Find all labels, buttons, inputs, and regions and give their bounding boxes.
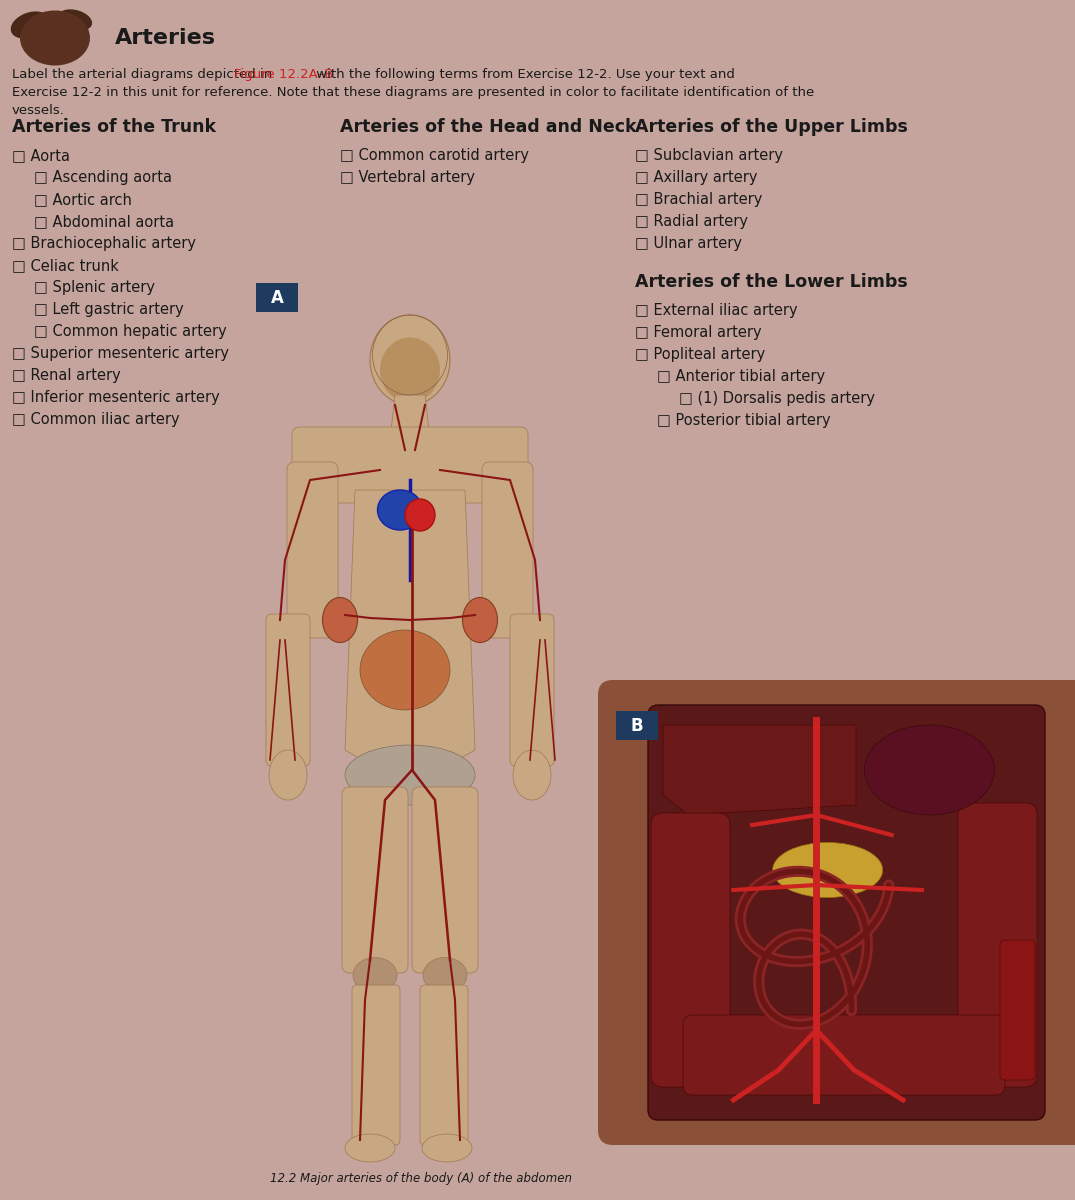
FancyBboxPatch shape: [616, 710, 658, 740]
Ellipse shape: [422, 958, 467, 992]
Text: □ Left gastric artery: □ Left gastric artery: [34, 301, 184, 317]
Text: A: A: [271, 289, 284, 307]
Text: Arteries of the Lower Limbs: Arteries of the Lower Limbs: [635, 274, 907, 292]
Text: Figure 12.2A–B: Figure 12.2A–B: [234, 68, 333, 80]
Ellipse shape: [322, 598, 358, 642]
FancyBboxPatch shape: [412, 787, 478, 973]
Text: □ Posterior tibial artery: □ Posterior tibial artery: [657, 413, 831, 427]
Text: 12.2 Major arteries of the body (A) of the abdomen: 12.2 Major arteries of the body (A) of t…: [270, 1172, 572, 1186]
Ellipse shape: [379, 337, 440, 402]
Text: □ Vertebral artery: □ Vertebral artery: [340, 169, 475, 185]
Text: vessels.: vessels.: [12, 104, 64, 116]
Ellipse shape: [269, 750, 307, 800]
Text: □ Aorta: □ Aorta: [12, 148, 70, 163]
FancyBboxPatch shape: [256, 283, 298, 312]
Ellipse shape: [422, 1134, 472, 1162]
Text: Label the arterial diagrams depicted in: Label the arterial diagrams depicted in: [12, 68, 276, 80]
FancyBboxPatch shape: [287, 462, 338, 638]
Text: Arteries of the Head and Neck: Arteries of the Head and Neck: [340, 118, 636, 136]
Text: □ Abdominal aorta: □ Abdominal aorta: [34, 214, 174, 229]
Ellipse shape: [405, 499, 435, 530]
Text: Arteries of the Upper Limbs: Arteries of the Upper Limbs: [635, 118, 908, 136]
Text: □ External iliac artery: □ External iliac artery: [635, 302, 798, 318]
Ellipse shape: [20, 11, 90, 66]
Text: □ Radial artery: □ Radial artery: [635, 214, 748, 229]
FancyBboxPatch shape: [292, 427, 528, 503]
Polygon shape: [345, 490, 475, 770]
Polygon shape: [663, 725, 856, 815]
Ellipse shape: [370, 314, 450, 404]
Text: □ Axillary artery: □ Axillary artery: [635, 169, 758, 185]
Text: □ Celiac trunk: □ Celiac trunk: [12, 258, 119, 272]
FancyBboxPatch shape: [958, 803, 1037, 1087]
Text: □ Anterior tibial artery: □ Anterior tibial artery: [657, 368, 826, 384]
Ellipse shape: [345, 745, 475, 805]
Text: □ Ulnar artery: □ Ulnar artery: [635, 235, 742, 251]
Text: □ Common hepatic artery: □ Common hepatic artery: [34, 324, 227, 338]
Text: □ Femoral artery: □ Femoral artery: [635, 325, 761, 340]
Ellipse shape: [377, 490, 422, 530]
FancyBboxPatch shape: [352, 985, 400, 1145]
FancyBboxPatch shape: [648, 704, 1045, 1120]
FancyBboxPatch shape: [651, 814, 730, 1087]
Text: □ Aortic arch: □ Aortic arch: [34, 192, 132, 206]
FancyBboxPatch shape: [683, 1015, 1005, 1094]
Text: Arteries of the Trunk: Arteries of the Trunk: [12, 118, 216, 136]
Ellipse shape: [360, 630, 450, 710]
Text: Exercise 12-2 in this unit for reference. Note that these diagrams are presented: Exercise 12-2 in this unit for reference…: [12, 86, 814, 98]
Ellipse shape: [353, 958, 397, 992]
Ellipse shape: [462, 598, 498, 642]
Ellipse shape: [773, 842, 883, 898]
Text: B: B: [631, 716, 643, 734]
Polygon shape: [390, 395, 430, 440]
FancyBboxPatch shape: [482, 462, 533, 638]
Text: □ Common carotid artery: □ Common carotid artery: [340, 148, 529, 163]
Text: □ (1) Dorsalis pedis artery: □ (1) Dorsalis pedis artery: [679, 391, 875, 406]
Ellipse shape: [864, 725, 994, 815]
Text: with the following terms from Exercise 12-2. Use your text and: with the following terms from Exercise 1…: [312, 68, 734, 80]
FancyBboxPatch shape: [342, 787, 408, 973]
Text: □ Popliteal artery: □ Popliteal artery: [635, 347, 765, 361]
Text: □ Brachiocephalic artery: □ Brachiocephalic artery: [12, 235, 196, 251]
Text: □ Ascending aorta: □ Ascending aorta: [34, 169, 172, 185]
Ellipse shape: [11, 12, 49, 38]
Text: □ Splenic artery: □ Splenic artery: [34, 280, 155, 295]
Text: □ Common iliac artery: □ Common iliac artery: [12, 412, 180, 427]
Ellipse shape: [58, 10, 92, 31]
Text: Arteries: Arteries: [115, 28, 216, 48]
FancyBboxPatch shape: [1000, 940, 1035, 1080]
Text: □ Subclavian artery: □ Subclavian artery: [635, 148, 783, 163]
FancyBboxPatch shape: [510, 614, 554, 766]
Text: □ Brachial artery: □ Brachial artery: [635, 192, 762, 206]
FancyBboxPatch shape: [598, 680, 1075, 1145]
Text: □ Inferior mesenteric artery: □ Inferior mesenteric artery: [12, 390, 219, 404]
Ellipse shape: [345, 1134, 395, 1162]
Text: □ Superior mesenteric artery: □ Superior mesenteric artery: [12, 346, 229, 361]
Text: □ Renal artery: □ Renal artery: [12, 367, 120, 383]
FancyBboxPatch shape: [266, 614, 310, 766]
Ellipse shape: [513, 750, 551, 800]
FancyBboxPatch shape: [420, 985, 468, 1145]
